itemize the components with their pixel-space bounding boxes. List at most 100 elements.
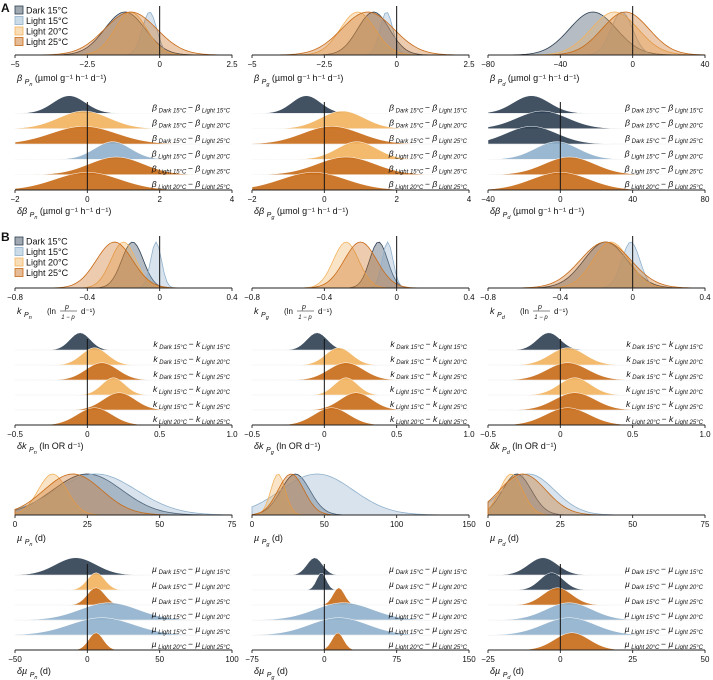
- chart-B5: k Dark 15°C − k Light 15°C k Dark 15°C − …: [244, 332, 475, 456]
- chart-A2: −5 −2.5 0 2.5 β Pg (µmol g⁻¹ h⁻¹ d⁻¹): [247, 6, 475, 88]
- ridge-density: [488, 587, 705, 606]
- ridge-density: [14, 617, 233, 636]
- x-tick-label: −0.4: [316, 293, 332, 302]
- x-tick-label: −2: [10, 195, 20, 204]
- chart-B3: −0.8 −0.4 0 0.4 k Pd (ln p 1 − p d⁻¹): [480, 236, 711, 321]
- ridge-label: k Dark 15°C − k Light 15°C: [390, 339, 467, 351]
- x-tick-label: 0: [250, 520, 255, 529]
- ridge-label: β Dark 15°C − β Light 15°C: [624, 102, 704, 114]
- ridge-density: [15, 377, 232, 396]
- ridge-label: k Dark 15°C − k Light 20°C: [626, 354, 703, 366]
- logit-label: p: [64, 304, 69, 311]
- ridge-density: [487, 156, 706, 175]
- x-tick-label: −0.5: [7, 430, 23, 439]
- ridge-label: β Dark 15°C − β Light 15°C: [151, 102, 231, 114]
- ridge-label: β Dark 15°C − β Light 20°C: [624, 118, 704, 130]
- x-tick-label: −80: [481, 60, 495, 69]
- x-tick-label: 0: [322, 195, 327, 204]
- x-tick-label: 75: [228, 520, 237, 529]
- ridge-label: µ Dark 15°C − µ Light 25°C: [389, 594, 468, 606]
- x-tick-label: 50: [155, 520, 164, 529]
- logit-label: (ln: [47, 307, 56, 316]
- ridge-density: [487, 362, 705, 381]
- x-axis-label: µ Pg (d): [254, 533, 283, 548]
- x-tick-label: −0.8: [7, 293, 23, 302]
- x-tick-label: 0.4: [699, 293, 711, 302]
- x-axis-label: k Pn: [17, 306, 32, 321]
- ridge-label: β Dark 15°C − β Light 15°C: [388, 102, 468, 114]
- ridge-density: [252, 557, 469, 576]
- ridge-label: β Light 20°C − β Light 25°C: [624, 179, 704, 191]
- ridge-label: β Dark 15°C − β Light 25°C: [624, 133, 704, 145]
- ridge-density: [15, 572, 232, 591]
- ridge-density: [487, 110, 706, 129]
- logit-label: d⁻¹): [81, 307, 95, 316]
- ridge-label: k Light 20°C − k Light 25°C: [390, 414, 468, 426]
- ridge-label: β Light 15°C − β Light 25°C: [624, 164, 704, 176]
- panel-letter-b: B: [1, 230, 10, 244]
- x-axis-label: δβ Pn (µmol g⁻¹ h⁻¹ d⁻¹): [17, 206, 111, 221]
- ridge-density: [251, 126, 469, 145]
- chart-A6: β Dark 15°C − β Light 15°C β Dark 15°C − …: [481, 95, 710, 221]
- chart-C5: µ Dark 15°C − µ Light 15°C µ Dark 15°C − …: [245, 557, 476, 680]
- legend-swatch: [14, 247, 24, 256]
- legend-swatch: [14, 37, 24, 46]
- chart-A1: −5 −2.5 0 2.5 β Pn (µmol g⁻¹ h⁻¹ d⁻¹): [10, 6, 238, 88]
- x-tick-label: −40: [554, 60, 568, 69]
- logit-label: p: [301, 304, 306, 311]
- x-tick-label: −40: [481, 195, 495, 204]
- ridge-density: [252, 587, 469, 606]
- logit-label: p: [537, 304, 542, 311]
- x-tick-label: 4: [230, 195, 235, 204]
- x-tick-label: −2: [247, 195, 257, 204]
- ridge-label: k Dark 15°C − k Light 20°C: [390, 354, 467, 366]
- chart-B1: −0.8 −0.4 0 0.4 k Pn (ln p 1 − p d⁻¹): [7, 236, 238, 321]
- logit-label: d⁻¹): [554, 307, 568, 316]
- x-tick-label: 0.5: [154, 430, 166, 439]
- x-tick-label: 0: [13, 520, 18, 529]
- ridge-label: β Dark 15°C − β Light 25°C: [151, 133, 231, 145]
- ridge-density: [487, 141, 706, 160]
- legend-label: Light 25°C: [26, 37, 69, 47]
- ridge-label: µ Light 20°C − µ Light 25°C: [152, 639, 231, 651]
- chart-B6: k Dark 15°C − k Light 15°C k Dark 15°C − …: [480, 332, 711, 456]
- ridge-label: β Light 20°C − β Light 25°C: [151, 179, 231, 191]
- x-tick-label: 0.5: [627, 430, 639, 439]
- x-tick-label: −0.5: [480, 430, 496, 439]
- x-axis-label: δβ Pg (µmol g⁻¹ h⁻¹ d⁻¹): [254, 206, 348, 221]
- x-tick-label: 100: [390, 520, 404, 529]
- x-axis-label: δµ Pn (d): [17, 666, 51, 680]
- x-tick-label: 2.5: [463, 60, 475, 69]
- density-Light-25-C: [487, 473, 705, 516]
- x-tick-label: 50: [628, 520, 637, 529]
- x-tick-label: 0: [630, 60, 635, 69]
- x-tick-label: 0: [486, 520, 491, 529]
- ridge-label: β Dark 15°C − β Light 20°C: [151, 118, 231, 130]
- x-tick-label: 40: [701, 60, 710, 69]
- chart-A3: −80 −40 0 40 β Pd (µmol g⁻¹ h⁻¹ d⁻¹): [481, 6, 710, 88]
- x-tick-label: 0: [157, 60, 162, 69]
- legend-swatch: [14, 268, 24, 277]
- x-tick-label: 1.0: [699, 430, 711, 439]
- x-tick-label: 80: [701, 195, 710, 204]
- ridge-density: [14, 602, 232, 621]
- ridge-label: µ Light 15°C − µ Light 25°C: [152, 624, 231, 636]
- ridge-label: β Light 15°C − β Light 25°C: [388, 164, 468, 176]
- ridge-density: [487, 557, 705, 576]
- ridge-label: k Light 15°C − k Light 25°C: [390, 399, 468, 411]
- ridge-density: [251, 602, 469, 621]
- ridge-density: [252, 332, 469, 351]
- ridge-label: k Dark 15°C − k Light 25°C: [626, 369, 703, 381]
- ridge-label: µ Dark 15°C − µ Light 25°C: [152, 594, 231, 606]
- x-tick-label: 0: [85, 430, 90, 439]
- legend-label: Light 20°C: [26, 258, 69, 268]
- ridge-label: µ Light 15°C − µ Light 20°C: [152, 609, 231, 621]
- x-tick-label: 0: [394, 60, 399, 69]
- density-Light-25-C: [15, 11, 233, 56]
- ridge-label: β Light 20°C − β Light 25°C: [388, 179, 468, 191]
- x-tick-label: 25: [83, 520, 92, 529]
- ridge-density: [252, 362, 469, 381]
- x-tick-label: 0: [322, 655, 327, 664]
- x-axis-label: k Pg: [254, 306, 270, 321]
